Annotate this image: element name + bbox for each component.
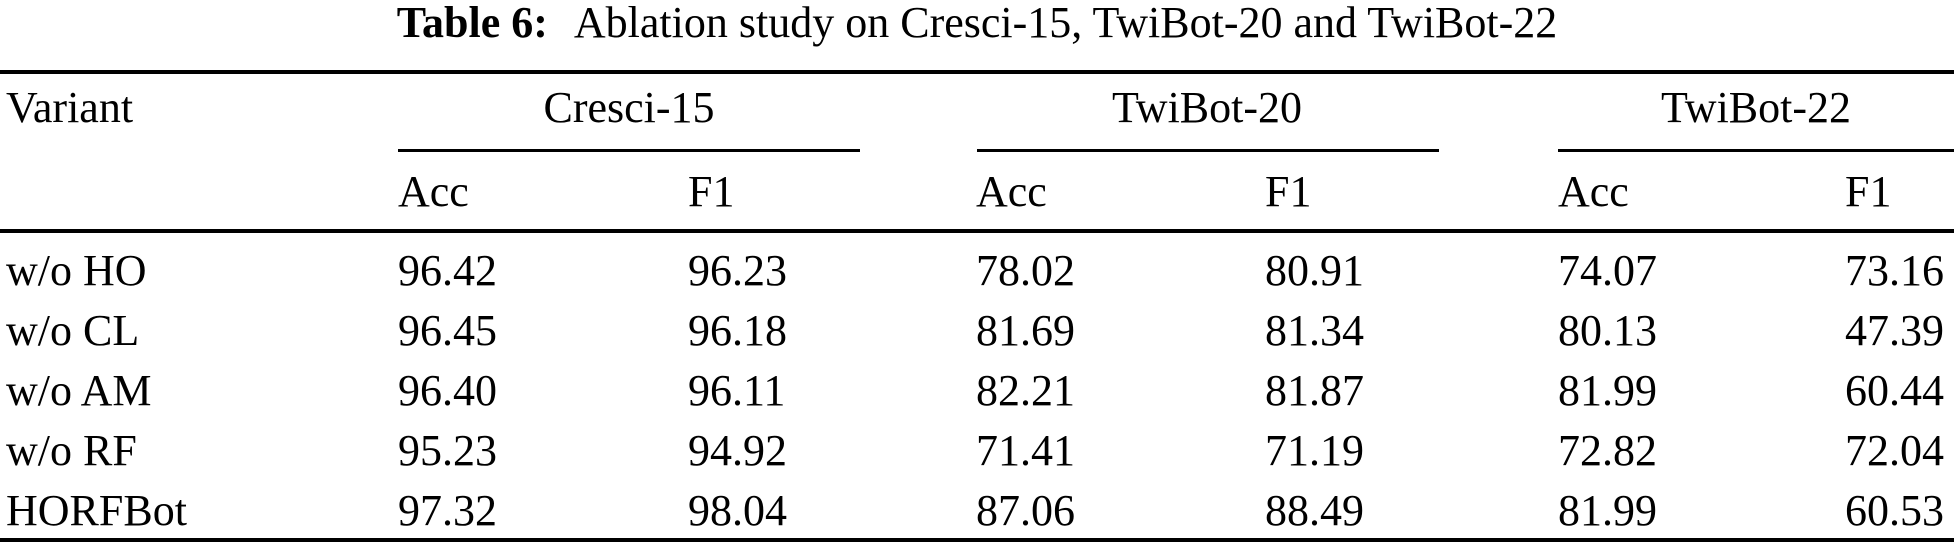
table-row-wo-ho: w/o HO 96.42 96.23 78.02 80.91 74.07 73.…	[0, 241, 1954, 301]
cell-value: 60.44	[1845, 366, 1944, 415]
table-row-wo-cl: w/o CL 96.45 96.18 81.69 81.34 80.13 47.…	[0, 301, 1954, 361]
cell-value: 98.04	[688, 486, 787, 535]
cell-value: 81.69	[976, 306, 1075, 355]
header-acc-twibot-22: Acc	[1558, 167, 1629, 216]
table-body: w/o HO 96.42 96.23 78.02 80.91 74.07 73.…	[0, 241, 1954, 541]
cell-value: 74.07	[1558, 246, 1657, 295]
cmidrule-twibot-22	[1558, 149, 1954, 152]
cell-value: 96.42	[398, 246, 497, 295]
row-variant-label: HORFBot	[6, 486, 187, 535]
header-acc-twibot-20: Acc	[976, 167, 1047, 216]
group-header-cell: TwiBot-20	[976, 78, 1558, 138]
header-f1-twibot-22: F1	[1845, 167, 1892, 216]
cell-value: 95.23	[398, 426, 497, 475]
cell-value: 80.91	[1265, 246, 1364, 295]
cell-value: 96.40	[398, 366, 497, 415]
ablation-table: Variant Cresci-15 TwiBot-20 TwiBot-22 Ac…	[0, 70, 1954, 542]
cell-value: 96.11	[688, 366, 786, 415]
row-variant-label: w/o CL	[6, 306, 140, 355]
variant-column-header: Variant	[6, 83, 134, 132]
cell-value: 47.39	[1845, 306, 1944, 355]
table-top-rule	[0, 70, 1954, 74]
group-header-cresci-15: Cresci-15	[543, 83, 715, 132]
table-row-horfbot: HORFBot 97.32 98.04 87.06 88.49 81.99 60…	[0, 481, 1954, 541]
cell-value: 80.13	[1558, 306, 1657, 355]
cell-value: 87.06	[976, 486, 1075, 535]
row-variant-label: w/o RF	[6, 426, 137, 475]
header-f1-twibot-20: F1	[1265, 167, 1312, 216]
cell-value: 73.16	[1845, 246, 1944, 295]
cell-value: 81.99	[1558, 366, 1657, 415]
group-header-row: Variant Cresci-15 TwiBot-20 TwiBot-22	[0, 78, 1954, 138]
row-variant-label: w/o AM	[6, 366, 152, 415]
cell-value: 72.04	[1845, 426, 1944, 475]
cmidrule-twibot-20	[977, 149, 1439, 152]
table-bottom-rule	[0, 538, 1954, 542]
group-header-cell: TwiBot-22	[1558, 78, 1954, 138]
group-header-twibot-22: TwiBot-22	[1660, 83, 1852, 132]
cell-value: 71.41	[976, 426, 1075, 475]
metric-header-row: Acc F1 Acc F1 Acc F1	[0, 162, 1954, 222]
cell-value: 78.02	[976, 246, 1075, 295]
cell-value: 96.18	[688, 306, 787, 355]
group-header-cell: Cresci-15	[398, 78, 976, 138]
table-caption: Table 6: Ablation study on Cresci-15, Twi…	[0, 0, 1954, 46]
caption-text: Ablation study on Cresci-15, TwiBot-20 a…	[573, 0, 1558, 47]
empty-header-cell	[0, 162, 398, 222]
cell-value: 82.21	[976, 366, 1075, 415]
cell-value: 94.92	[688, 426, 787, 475]
cell-value: 81.87	[1265, 366, 1364, 415]
cell-value: 88.49	[1265, 486, 1364, 535]
cmidrule-cresci-15	[398, 149, 860, 152]
row-variant-label: w/o HO	[6, 246, 147, 295]
cell-value: 72.82	[1558, 426, 1657, 475]
cell-value: 96.45	[398, 306, 497, 355]
cell-value: 71.19	[1265, 426, 1364, 475]
group-header-twibot-20: TwiBot-20	[1111, 83, 1303, 132]
cell-value: 97.32	[398, 486, 497, 535]
cell-value: 81.99	[1558, 486, 1657, 535]
header-acc-cresci-15: Acc	[398, 167, 469, 216]
table-row-wo-rf: w/o RF 95.23 94.92 71.41 71.19 72.82 72.…	[0, 421, 1954, 481]
table-row-wo-am: w/o AM 96.40 96.11 82.21 81.87 81.99 60.…	[0, 361, 1954, 421]
cell-value: 60.53	[1845, 486, 1944, 535]
header-f1-cresci-15: F1	[688, 167, 735, 216]
table-mid-rule	[0, 229, 1954, 233]
cell-value: 96.23	[688, 246, 787, 295]
cell-value: 81.34	[1265, 306, 1364, 355]
caption-label: Table 6:	[396, 0, 548, 47]
